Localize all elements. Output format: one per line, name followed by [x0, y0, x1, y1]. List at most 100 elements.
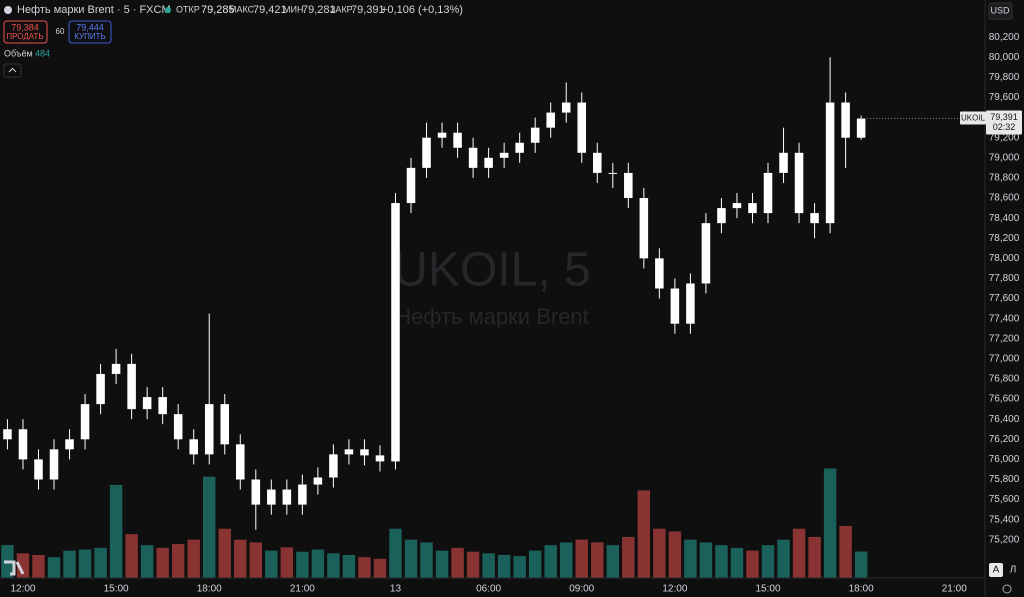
volume-bar [528, 550, 542, 578]
collapse-icon [8, 67, 17, 73]
candle-body [841, 102, 850, 138]
volume-bar [342, 555, 356, 578]
volume-bar [187, 539, 200, 578]
candle-body [313, 477, 323, 485]
volume-bar [497, 555, 511, 578]
candle-body [18, 429, 28, 460]
volume-bar [280, 547, 294, 578]
volume-bar [761, 545, 775, 578]
candle-body [856, 118, 866, 138]
candle-body [732, 203, 742, 209]
candle-body [655, 258, 664, 289]
settings-icon[interactable] [1002, 584, 1012, 594]
close-value: 79,391 [351, 4, 385, 16]
candle-body [236, 444, 245, 480]
x-tick-label: 18:00 [849, 584, 874, 595]
y-tick-label: 77,800 [989, 273, 1020, 284]
collapse-button[interactable] [3, 63, 22, 78]
candle-body [686, 283, 695, 324]
y-tick-label: 78,400 [989, 213, 1020, 224]
volume-bar [730, 547, 744, 578]
buy-button[interactable] [68, 20, 112, 44]
y-tick-label: 77,600 [989, 293, 1020, 304]
price-tag-countdown: 02:32 [993, 122, 1016, 132]
volume-bar [16, 553, 30, 578]
x-tick-label: 15:00 [755, 584, 780, 595]
candle-body [530, 127, 540, 143]
volume-bar [171, 544, 185, 578]
volume-bar [311, 549, 325, 578]
volume-bar [373, 558, 387, 578]
watermark-subtitle: Нефть марки Brent [395, 304, 589, 329]
candle-body [593, 152, 602, 173]
change: +0,106 (+0,13%) [381, 4, 463, 16]
volume-bar [203, 476, 216, 578]
candle-body [499, 152, 509, 158]
volume-bar [591, 542, 604, 578]
candle-body [701, 223, 711, 284]
candle-body [763, 172, 773, 214]
volume-bar [32, 555, 45, 578]
volume-bar [777, 539, 790, 578]
volume-bar [109, 484, 123, 578]
volume-bar [668, 531, 682, 578]
volume-bar [125, 534, 138, 578]
sell-button[interactable] [3, 20, 48, 44]
volume-label: Объём [4, 48, 33, 58]
volume-bar [78, 549, 92, 578]
currency-button[interactable] [988, 2, 1013, 20]
price-tag-symbol: UKOIL [961, 114, 986, 123]
y-tick-label: 77,400 [989, 313, 1020, 324]
open-label: ОТКР [176, 4, 200, 14]
sell-label: ПРОДАТЬ [6, 32, 43, 41]
volume-bar [296, 551, 309, 578]
candle-body [608, 172, 618, 174]
candle-body [65, 439, 74, 450]
candle-body [111, 363, 121, 374]
y-tick-label: 79,800 [989, 72, 1020, 83]
volume-bar [560, 542, 573, 578]
log-label[interactable]: Л [1010, 565, 1017, 576]
volume-bar [684, 539, 697, 578]
candle-body [670, 288, 680, 324]
volume-value: 484 [35, 48, 50, 58]
candle-body [624, 172, 633, 199]
candle-body [422, 137, 431, 168]
symbol[interactable]: Нефть марки Brent · 5 · FXCM [17, 4, 171, 16]
volume-bar [637, 490, 651, 578]
y-tick-label: 77,200 [989, 333, 1020, 344]
volume-bar [575, 539, 588, 578]
volume-bar [699, 542, 713, 578]
volume-bar [218, 528, 231, 578]
y-tick-label: 77,000 [989, 354, 1020, 365]
spread: 60 [56, 27, 65, 36]
auto-button[interactable] [989, 563, 1003, 577]
volume-bar [653, 528, 666, 578]
candle-body [34, 459, 43, 480]
volume-bar [420, 542, 433, 578]
watermark-title: UKOIL, 5 [393, 244, 590, 297]
volume-bar [544, 545, 557, 578]
x-tick-label: 06:00 [476, 584, 501, 595]
y-tick-label: 75,200 [989, 534, 1020, 545]
open-value: 79,285 [201, 4, 235, 16]
candle-body [282, 489, 292, 505]
x-tick-label: 12:00 [10, 584, 35, 595]
y-tick-label: 76,800 [989, 374, 1020, 385]
status-dot [165, 7, 171, 13]
candle-body [577, 102, 587, 153]
x-tick-label: 18:00 [197, 584, 222, 595]
candle-body [49, 449, 59, 480]
volume-bar [513, 556, 526, 578]
y-tick-label: 79,000 [989, 152, 1020, 163]
logo [4, 560, 25, 576]
volume-bar [715, 545, 728, 578]
candle-body [375, 455, 385, 462]
x-tick-label: 12:00 [662, 584, 687, 595]
candle-body [406, 167, 416, 204]
y-tick-label: 76,600 [989, 394, 1020, 405]
candle-body [204, 404, 214, 455]
